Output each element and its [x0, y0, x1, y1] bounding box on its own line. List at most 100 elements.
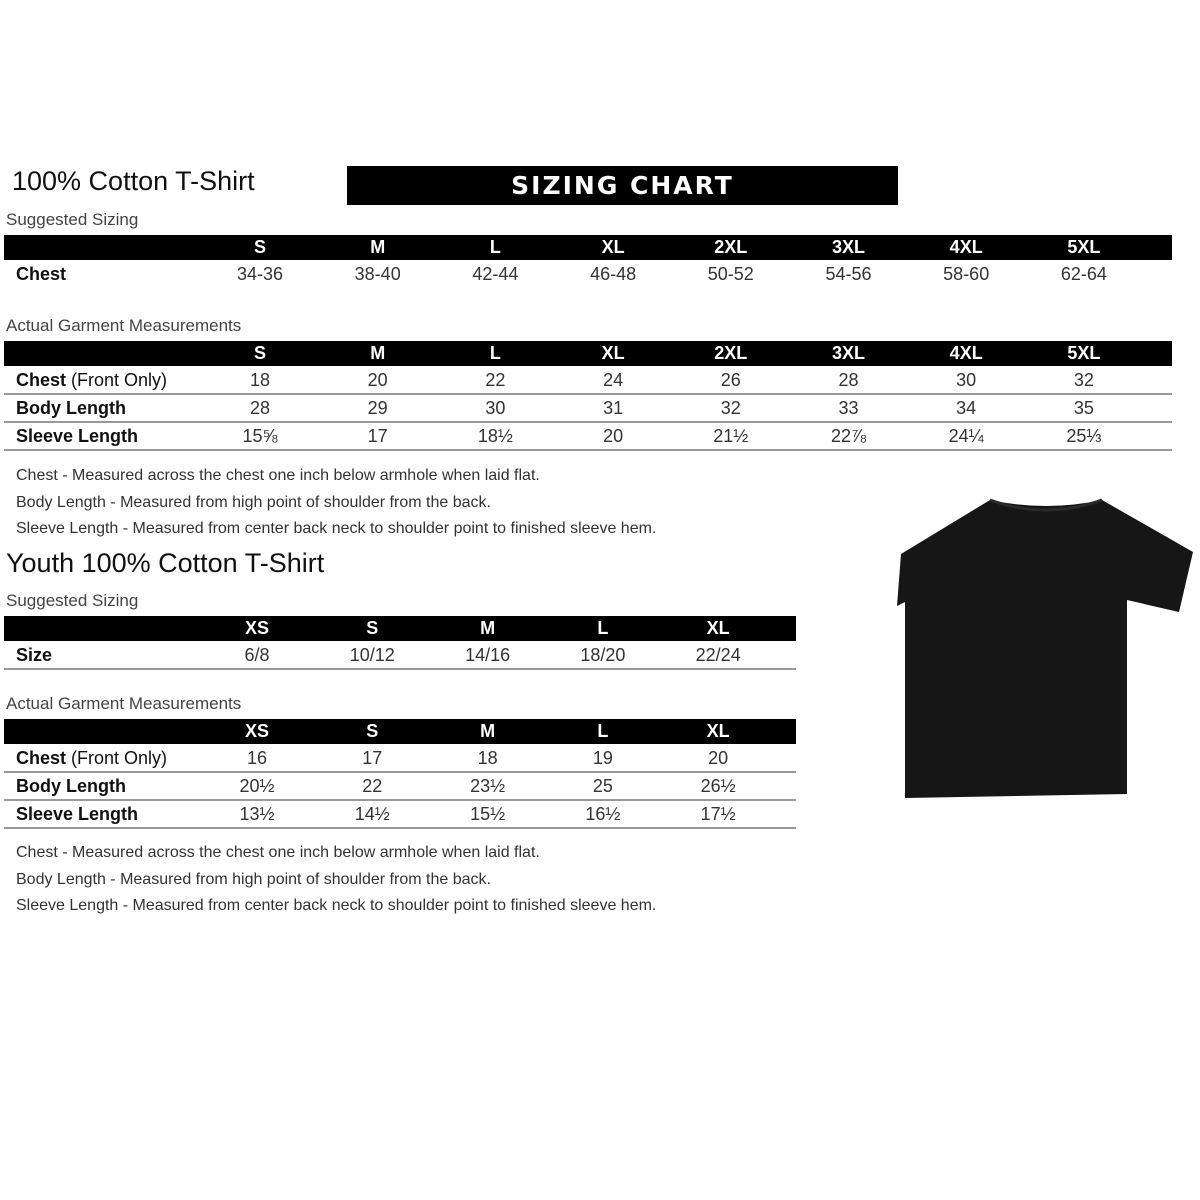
table-cell: 18	[249, 370, 271, 390]
size-header: M	[480, 618, 496, 638]
row-divider	[4, 668, 796, 670]
table-cell: 14½	[354, 804, 390, 824]
table-cell: 20	[708, 748, 729, 768]
row-label: Sleeve Length	[16, 426, 138, 447]
row-divider	[4, 771, 796, 773]
table-cell: 22⅞	[830, 426, 867, 446]
table-cell: 50-52	[707, 264, 754, 284]
row-label: Size	[16, 645, 52, 666]
table-cell: 29	[367, 398, 388, 418]
size-header: XL	[601, 237, 625, 257]
row-label: Chest (Front Only)	[16, 370, 167, 391]
table-cell: 17½	[700, 804, 736, 824]
table-cell: 58-60	[943, 264, 990, 284]
table-row: Sleeve Length 15⅝ 17 18½ 20 21½ 22⅞ 24¼ 25⅓	[4, 423, 1172, 451]
adult-suggested-label: Suggested Sizing	[6, 210, 139, 229]
table-cell: 26½	[700, 776, 736, 796]
size-header: XL	[706, 618, 730, 638]
table-cell: 25	[592, 776, 613, 796]
row-label: Body Length	[16, 398, 126, 419]
table-cell: 30	[485, 398, 506, 418]
table-cell: 16	[246, 748, 268, 768]
youth-suggested-label: Suggested Sizing	[6, 591, 139, 610]
table-cell: 22	[362, 776, 383, 796]
size-header: 4XL	[949, 237, 983, 257]
size-header: XL	[706, 721, 730, 741]
measurement-note: Sleeve Length - Measured from center bac…	[16, 897, 657, 914]
table-cell: 18/20	[580, 645, 626, 665]
table-row: Body Length 28 29 30 31 32 33 34 35	[4, 395, 1172, 423]
row-label: Body Length	[16, 776, 126, 797]
table-cell: 35	[1073, 398, 1094, 418]
measurement-note: Body Length - Measured from high point o…	[16, 493, 491, 511]
table-cell: 34	[956, 398, 977, 418]
row-divider	[4, 827, 796, 829]
size-header: 2XL	[714, 237, 748, 257]
table-cell: 34-36	[236, 264, 284, 284]
adult-suggested-header: S M L XL 2XL 3XL 4XL 5XL	[4, 235, 1172, 260]
row-label-main: Body Length	[16, 776, 126, 796]
row-label-main: Body Length	[16, 398, 126, 418]
size-header: 5XL	[1067, 343, 1101, 363]
row-label: Chest	[16, 264, 66, 285]
youth-actual-header: XS S M L XL	[4, 719, 796, 744]
table-cell: 38-40	[354, 264, 401, 284]
youth-suggested-header: XS S M L XL	[4, 616, 796, 641]
row-label-main: Chest	[16, 370, 67, 390]
table-cell: 30	[956, 370, 977, 390]
table-cell: 54-56	[825, 264, 872, 284]
table-cell: 42-44	[472, 264, 519, 284]
youth-title: Youth 100% Cotton T-Shirt	[6, 548, 325, 578]
row-label-suffix: (Front Only)	[66, 748, 168, 768]
row-label: Chest (Front Only)	[16, 748, 167, 769]
table-cell: 15½	[470, 804, 506, 824]
table-cell: 46-48	[590, 264, 637, 284]
table-cell: 19	[592, 748, 613, 768]
table-cell: 24¼	[948, 426, 984, 446]
size-header: L	[597, 618, 609, 638]
table-cell: 26	[720, 370, 741, 390]
size-header: L	[489, 237, 501, 257]
size-header: 4XL	[949, 343, 983, 363]
row-label-main: Sleeve Length	[16, 426, 139, 446]
size-header: M	[480, 721, 496, 741]
table-cell: 6/8	[244, 645, 270, 665]
row-divider	[4, 799, 796, 801]
row-label-suffix: (Front Only)	[66, 370, 168, 390]
measurement-note: Chest - Measured across the chest one in…	[16, 844, 540, 861]
row-label-main: Size	[16, 645, 53, 665]
size-header: S	[366, 721, 379, 741]
table-cell: 32	[720, 398, 741, 418]
table-row: Chest (Front Only) 16 17 18 19 20	[4, 745, 796, 773]
size-header: S	[366, 618, 379, 638]
table-cell: 10/12	[349, 645, 395, 665]
size-header: L	[489, 343, 501, 363]
size-header: 5XL	[1067, 237, 1101, 257]
size-header: S	[253, 343, 267, 363]
size-header: 3XL	[831, 343, 866, 363]
row-divider	[4, 421, 1172, 423]
size-header: 2XL	[714, 343, 748, 363]
table-cell: 17	[367, 426, 388, 446]
table-cell: 28	[249, 398, 271, 418]
table-row: Chest 34-36 38-40 42-44 46-48 50-52 54-56 58-60…	[4, 261, 1172, 289]
adult-actual-header: S M L XL 2XL 3XL 4XL 5XL	[4, 341, 1172, 366]
table-cell: 62-64	[1060, 264, 1107, 284]
row-label: Sleeve Length	[16, 804, 138, 825]
table-cell: 28	[838, 370, 859, 390]
table-cell: 13½	[239, 804, 275, 824]
table-cell: 22/24	[695, 645, 741, 665]
row-label-main: Sleeve Length	[16, 804, 139, 824]
table-cell: 21½	[713, 426, 749, 446]
size-header: XS	[244, 721, 270, 741]
table-cell: 14/16	[465, 645, 511, 665]
table-cell: 32	[1073, 370, 1094, 390]
size-header: S	[253, 237, 267, 257]
table-cell: 20	[367, 370, 388, 390]
table-cell: 31	[603, 398, 624, 418]
size-header: XL	[601, 343, 625, 363]
table-cell: 20½	[239, 776, 275, 796]
youth-actual-label: Actual Garment Measurements	[6, 694, 242, 713]
adult-actual-label: Actual Garment Measurements	[6, 316, 242, 335]
